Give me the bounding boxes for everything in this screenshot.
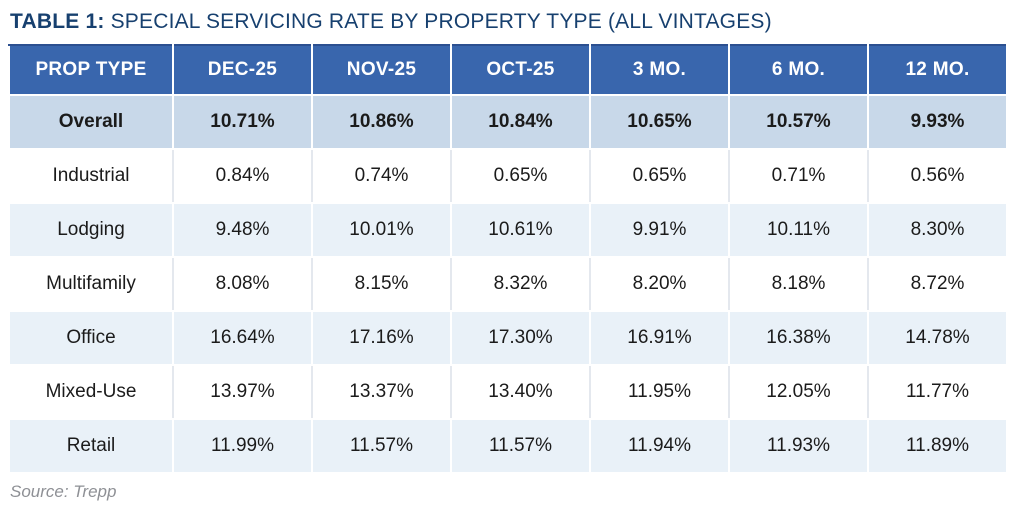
rate-cell: 10.71% [172, 94, 313, 150]
row-label: Overall [8, 94, 174, 150]
rate-cell: 10.57% [728, 94, 869, 150]
table-row: Industrial 0.84% 0.74% 0.65% 0.65% 0.71% 0.56% [8, 148, 1008, 204]
rate-cell: 16.91% [589, 310, 730, 366]
table-title-text: SPECIAL SERVICING RATE BY PROPERTY TYPE … [104, 10, 772, 33]
rate-cell: 17.16% [311, 310, 452, 366]
rate-cell: 10.11% [728, 202, 869, 258]
column-header: 12 MO. [867, 44, 1008, 96]
rate-cell: 10.86% [311, 94, 452, 150]
rate-cell: 11.95% [589, 364, 730, 420]
rate-cell: 11.89% [867, 418, 1008, 474]
table-header-row: PROP TYPE DEC-25 NOV-25 OCT-25 3 MO. 6 MO. 12 … [8, 44, 1008, 96]
rate-cell: 13.97% [172, 364, 313, 420]
rate-cell: 8.15% [311, 256, 452, 312]
special-servicing-rate-table: PROP TYPE DEC-25 NOV-25 OCT-25 3 MO. 6 MO. 12 … [8, 44, 1008, 474]
rate-cell: 13.37% [311, 364, 452, 420]
row-label: Retail [8, 418, 174, 474]
rate-cell: 17.30% [450, 310, 591, 366]
table-row: Multifamily 8.08% 8.15% 8.32% 8.20% 8.18% 8.72… [8, 256, 1008, 312]
rate-cell: 16.64% [172, 310, 313, 366]
table-row: Retail 11.99% 11.57% 11.57% 11.94% 11.93% 11.8… [8, 418, 1008, 474]
table-title: TABLE 1: SPECIAL SERVICING RATE BY PROPE… [10, 10, 1016, 34]
rate-cell: 8.72% [867, 256, 1008, 312]
rate-cell: 8.20% [589, 256, 730, 312]
rate-cell: 11.94% [589, 418, 730, 474]
rate-cell: 10.84% [450, 94, 591, 150]
rate-cell: 11.57% [311, 418, 452, 474]
rate-cell: 11.77% [867, 364, 1008, 420]
rate-cell: 8.30% [867, 202, 1008, 258]
source-note: Source: Trepp [10, 482, 117, 501]
column-header: NOV-25 [311, 44, 452, 96]
rate-cell: 0.71% [728, 148, 869, 204]
rate-cell: 9.91% [589, 202, 730, 258]
rate-cell: 16.38% [728, 310, 869, 366]
rate-cell: 11.57% [450, 418, 591, 474]
rate-cell: 0.65% [589, 148, 730, 204]
column-header: OCT-25 [450, 44, 591, 96]
row-label: Office [8, 310, 174, 366]
column-header: 3 MO. [589, 44, 730, 96]
rate-cell: 14.78% [867, 310, 1008, 366]
rate-cell: 8.18% [728, 256, 869, 312]
rate-cell: 9.48% [172, 202, 313, 258]
row-label: Lodging [8, 202, 174, 258]
rate-cell: 0.84% [172, 148, 313, 204]
table-number-label: TABLE 1: [10, 10, 105, 33]
rate-cell: 11.99% [172, 418, 313, 474]
rate-cell: 0.56% [867, 148, 1008, 204]
rate-cell: 10.61% [450, 202, 591, 258]
column-header: DEC-25 [172, 44, 313, 96]
row-label: Industrial [8, 148, 174, 204]
column-header: PROP TYPE [8, 44, 174, 96]
rate-cell: 8.32% [450, 256, 591, 312]
rate-cell: 0.74% [311, 148, 452, 204]
rate-cell: 10.01% [311, 202, 452, 258]
rate-cell: 13.40% [450, 364, 591, 420]
table-row: Office 16.64% 17.16% 17.30% 16.91% 16.38% 14.7… [8, 310, 1008, 366]
table-row: Mixed-Use 13.97% 13.37% 13.40% 11.95% 12.05% 1… [8, 364, 1008, 420]
rate-cell: 0.65% [450, 148, 591, 204]
table-row: Lodging 9.48% 10.01% 10.61% 9.91% 10.11% 8.30% [8, 202, 1008, 258]
table-row: Overall 10.71% 10.86% 10.84% 10.65% 10.57% 9.9… [8, 94, 1008, 150]
rate-cell: 11.93% [728, 418, 869, 474]
rate-cell: 10.65% [589, 94, 730, 150]
row-label: Multifamily [8, 256, 174, 312]
rate-cell: 8.08% [172, 256, 313, 312]
report-table-figure: TABLE 1: SPECIAL SERVICING RATE BY PROPE… [8, 10, 1016, 501]
row-label: Mixed-Use [8, 364, 174, 420]
rate-cell: 12.05% [728, 364, 869, 420]
column-header: 6 MO. [728, 44, 869, 96]
rate-cell: 9.93% [867, 94, 1008, 150]
